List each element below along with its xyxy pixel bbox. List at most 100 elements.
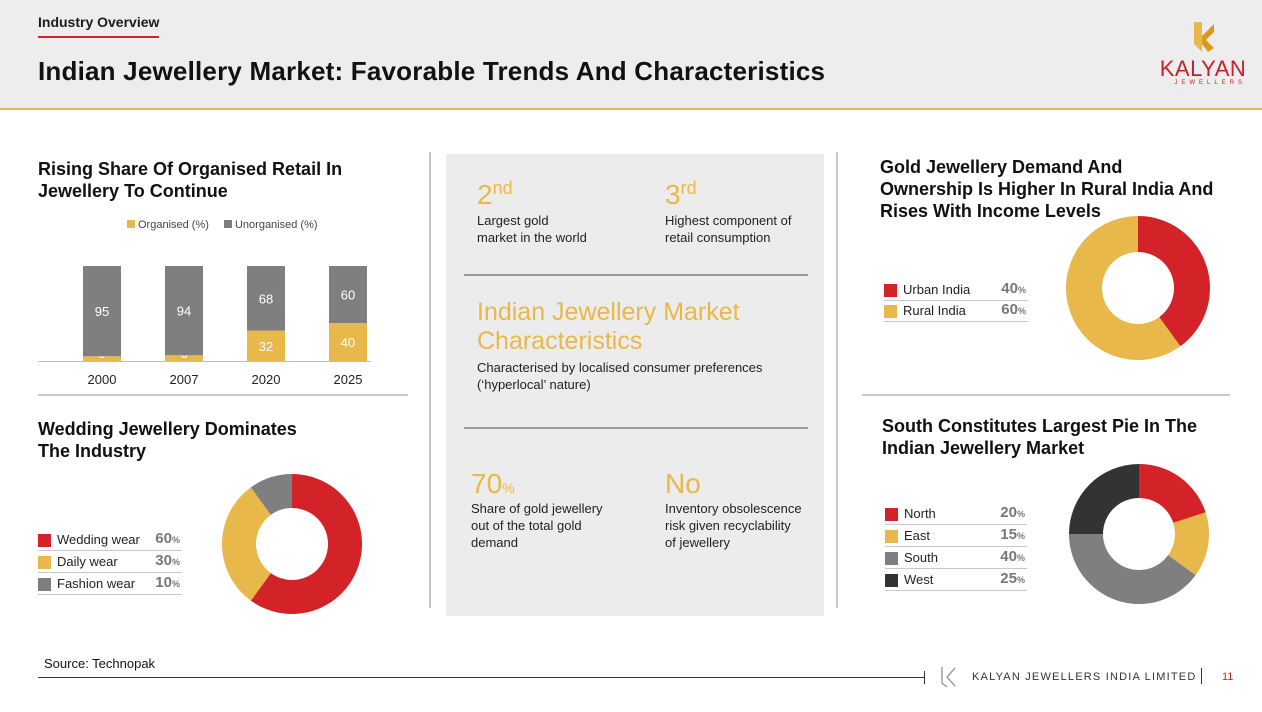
stat4-number: No — [665, 468, 701, 499]
wedding-legend-label: Fashion wear — [57, 576, 136, 591]
region-legend-row: North 20% — [885, 504, 1027, 525]
bar-value-label: 95 — [95, 304, 109, 319]
char-desc-line2: (‘hyperlocal’ nature) — [477, 377, 591, 392]
stat2-desc: Highest component of retail consumption — [665, 212, 791, 246]
stat3-desc-line1: Share of gold jewellery — [471, 501, 603, 516]
region-legend-value: 15% — [1000, 526, 1025, 543]
south-panel-title: South Constitutes Largest Pie In The Ind… — [882, 415, 1197, 459]
bar-organised-2000 — [83, 356, 121, 361]
organised-swatch — [127, 220, 135, 228]
region-slice-east — [1168, 512, 1209, 576]
rural-title-line3: Rises With Income Levels — [880, 201, 1101, 221]
bar-organised-2020 — [247, 330, 285, 361]
wedding-legend-row: Wedding wear 60% — [38, 530, 182, 551]
logo-sub: JEWELLERS — [1174, 80, 1246, 86]
retail-title-line2: Jewellery To Continue — [38, 181, 228, 201]
bar-value-label: 60 — [341, 288, 355, 303]
wedding-title-line1: Wedding Jewellery Dominates — [38, 419, 297, 439]
bar-value-label: 32 — [259, 339, 273, 354]
region-legend-label: South — [904, 550, 938, 565]
logo-name: KALYAN — [1159, 56, 1247, 81]
divider-left — [38, 394, 408, 396]
unorganised-swatch — [223, 220, 232, 228]
rural-legend-row: Rural India 60% — [884, 301, 1028, 322]
south-title-line1: South Constitutes Largest Pie In The — [882, 416, 1198, 436]
stat3-number: 70 — [471, 468, 503, 499]
legend-unorganised: Unorganised (%) — [234, 219, 318, 231]
characteristics-title: Indian Jewellery Market Characteristics — [477, 298, 797, 356]
bar-category-label: 2020 — [252, 372, 281, 387]
wedding-slice-daily-wear — [221, 487, 271, 601]
retail-panel-title: Rising Share Of Organised Retail In Jewe… — [38, 158, 342, 202]
stat2-desc-line2: retail consumption — [665, 230, 771, 245]
stat-rank-retail: 3rd — [665, 178, 697, 211]
wedding-legend-row: Daily wear 30% — [38, 552, 182, 573]
rural-legend-label: Rural India — [903, 303, 966, 318]
region-legend-swatch — [885, 552, 898, 565]
wedding-legend-label: Daily wear — [57, 554, 118, 569]
region-legend-value: 20% — [1000, 504, 1025, 521]
bar-unorganised-2007 — [165, 266, 203, 356]
rural-donut-chart — [1066, 216, 1210, 360]
divider-vertical-left — [429, 152, 431, 608]
region-donut-chart — [1069, 464, 1209, 604]
divider-right — [862, 394, 1230, 396]
stat3-unit: % — [502, 480, 515, 496]
rural-slice-rural-india — [1066, 216, 1181, 360]
wedding-legend-swatch — [38, 534, 51, 547]
south-title-line2: Indian Jewellery Market — [882, 438, 1085, 458]
stat3-desc-line3: demand — [471, 535, 518, 550]
divider-vertical-right — [836, 152, 838, 608]
stat1-number: 2 — [477, 179, 493, 210]
bar-organised-2007 — [165, 355, 203, 361]
retail-title-line1: Rising Share Of Organised Retail In — [38, 159, 343, 179]
region-legend-row: West 25% — [885, 570, 1027, 591]
wedding-legend-swatch — [38, 578, 51, 591]
region-legend-value: 25% — [1000, 570, 1025, 587]
bar-unorganised-2000 — [83, 266, 121, 357]
bar-organised-2025 — [329, 323, 367, 361]
stat2-desc-line1: Highest component of — [665, 213, 792, 228]
wedding-slice-wedding-wear — [250, 474, 362, 614]
rural-legend-swatch — [884, 305, 897, 318]
stat4-desc-line1: Inventory obsolescence — [665, 501, 802, 516]
wedding-panel-title: Wedding Jewellery Dominates The Industry — [38, 418, 297, 462]
region-legend-label: East — [904, 528, 931, 543]
section-tag: Industry Overview — [38, 14, 160, 38]
bar-category-label: 2000 — [88, 372, 117, 387]
page-title: Indian Jewellery Market: Favorable Trend… — [38, 56, 826, 86]
wedding-legend-row: Fashion wear 10% — [38, 574, 182, 595]
stat4-desc-line3: of jewellery — [665, 535, 731, 550]
stat1-desc-line2: market in the world — [477, 230, 587, 245]
rural-title-line2: Ownership Is Higher In Rural India And — [880, 179, 1214, 199]
region-slice-south — [1069, 534, 1196, 604]
stat2-number: 3 — [665, 179, 681, 210]
region-legend-value: 40% — [1000, 548, 1025, 565]
stat-no-obsolescence: No — [665, 468, 701, 500]
wedding-legend-swatch — [38, 556, 51, 569]
stat1-desc-line1: Largest gold — [477, 213, 549, 228]
region-slice-north — [1139, 464, 1206, 523]
stat2-suffix: rd — [680, 178, 697, 198]
retail-bar-chart: 595200069420073268202040602025 — [38, 266, 371, 387]
wedding-legend-label: Wedding wear — [57, 532, 140, 547]
source-note: Source: Technopak — [44, 656, 156, 671]
center-panel — [446, 154, 824, 616]
region-legend-row: East 15% — [885, 526, 1027, 547]
wedding-donut-chart — [221, 474, 362, 614]
rural-legend-label: Urban India — [903, 282, 971, 297]
stat-share-gold: 70% — [471, 468, 515, 500]
legend-organised: Organised (%) — [138, 219, 209, 231]
region-slice-west — [1069, 464, 1139, 534]
stat1-desc: Largest gold market in the world — [477, 212, 587, 246]
wedding-legend-value: 10% — [155, 574, 180, 591]
center-divider-1 — [464, 274, 808, 276]
rural-legend-row: Urban India 40% — [884, 280, 1028, 301]
bar-value-label: 94 — [177, 304, 191, 319]
wedding-slice-fashion-wear — [250, 474, 292, 515]
wedding-legend-value: 30% — [155, 552, 180, 569]
footer-tick — [924, 671, 925, 684]
rural-legend-value: 60% — [1001, 301, 1026, 318]
bar-unorganised-2025 — [329, 266, 367, 323]
stat3-desc: Share of gold jewellery out of the total… — [471, 500, 603, 551]
